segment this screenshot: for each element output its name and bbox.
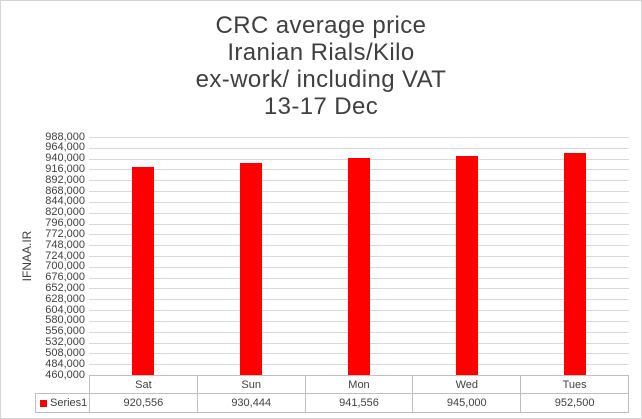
- gridline: [89, 147, 629, 149]
- category-cell-mon: Mon: [305, 375, 414, 393]
- y-axis-tick-label: 484,000: [45, 357, 85, 370]
- data-table-category-row: Sat Sun Mon Wed Tues: [89, 375, 629, 393]
- series1-legend-swatch-icon: [40, 399, 47, 407]
- y-axis-tick-label: 700,000: [45, 260, 85, 273]
- y-axis-tick-label: 940,000: [45, 152, 85, 165]
- category-cell-sat: Sat: [90, 375, 198, 393]
- y-axis-tick-label: 820,000: [45, 206, 85, 219]
- y-axis-tick-label: 724,000: [45, 249, 85, 262]
- y-axis-tick-label: 964,000: [45, 141, 85, 154]
- y-axis-tick-label: 556,000: [45, 325, 85, 338]
- y-axis-tick-label: 772,000: [45, 227, 85, 240]
- bar-sun: [240, 162, 262, 375]
- bar-mon: [348, 157, 370, 375]
- data-table-value-row: Series1 920,556 930,444 941,556 945,000 952,…: [35, 393, 629, 413]
- y-axis-tick-label: 580,000: [45, 314, 85, 327]
- value-cell-sat: 920,556: [90, 393, 198, 413]
- category-cell-sun: Sun: [197, 375, 306, 393]
- y-axis-tick-label: 868,000: [45, 184, 85, 197]
- value-cell-wed: 945,000: [413, 393, 522, 413]
- chart-title-line-4: 13-17 Dec: [263, 93, 379, 120]
- bar-tues: [564, 153, 586, 375]
- category-cell-tues: Tues: [521, 375, 629, 393]
- legend-cell: Series1: [36, 393, 90, 413]
- y-axis-tick-label: 988,000: [45, 130, 85, 143]
- legend-series-label: Series1: [50, 397, 88, 409]
- bar-wed: [456, 156, 478, 375]
- category-cell-wed: Wed: [413, 375, 522, 393]
- y-axis-tick-label: 916,000: [45, 162, 85, 175]
- y-axis-tick-label: 508,000: [45, 346, 85, 359]
- y-axis-tick-label: 844,000: [45, 195, 85, 208]
- y-axis-tick-label: 628,000: [45, 292, 85, 305]
- plot-area: [89, 137, 629, 375]
- bar-sat: [132, 167, 154, 375]
- y-axis-tick-label: 532,000: [45, 336, 85, 349]
- y-axis-tick-label: 652,000: [45, 281, 85, 294]
- y-axis-tick-label: 796,000: [45, 217, 85, 230]
- y-axis-tick-label: 676,000: [45, 271, 85, 284]
- chart-title: CRC average price Iranian Rials/Kilo ex-…: [1, 12, 641, 120]
- y-axis-tick-labels: 988,000 964,000 940,000 916,000 892,000 868,0…: [1, 131, 85, 380]
- chart-title-line-1: CRC average price: [215, 12, 427, 39]
- y-axis-tick-label: 460,000: [45, 368, 85, 381]
- chart-title-line-3: ex-work/ including VAT: [195, 66, 447, 93]
- chart-title-line-2: Iranian Rials/Kilo: [227, 39, 415, 66]
- y-axis-tick-label: 748,000: [45, 238, 85, 251]
- y-axis-tick-label: 892,000: [45, 173, 85, 186]
- y-axis-tick-label: 604,000: [45, 303, 85, 316]
- value-cell-mon: 941,556: [305, 393, 414, 413]
- value-cell-tues: 952,500: [521, 393, 629, 413]
- gridline: [89, 137, 629, 138]
- value-cell-sun: 930,444: [197, 393, 306, 413]
